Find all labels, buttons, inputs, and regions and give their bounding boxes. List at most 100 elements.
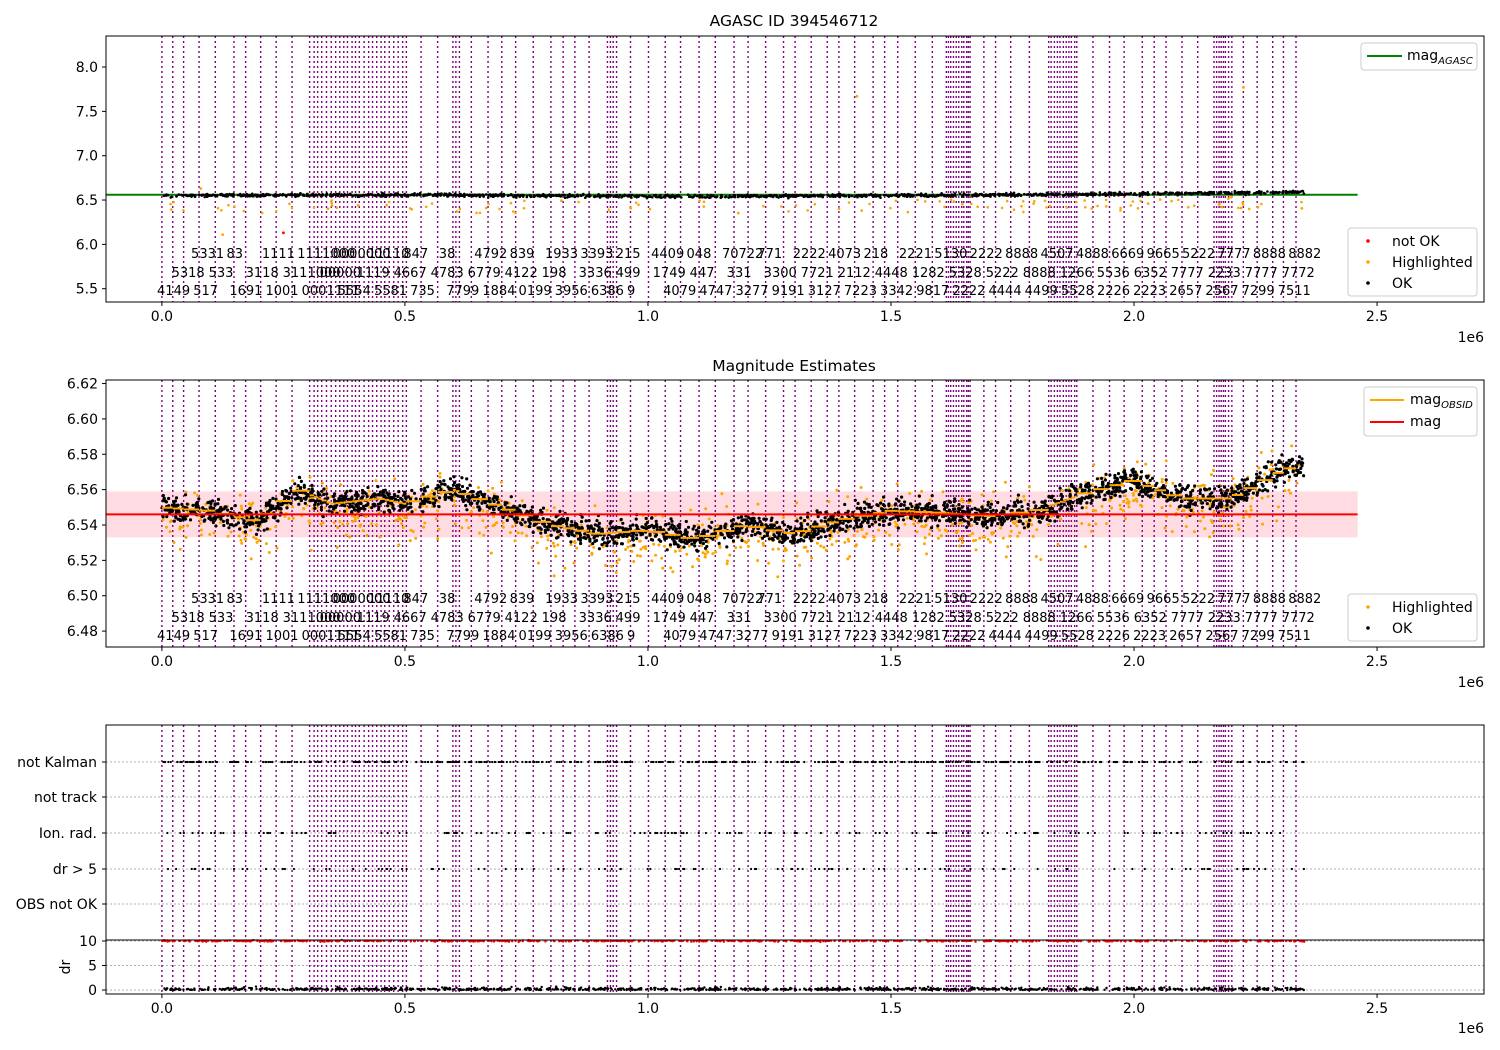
ok-point [780,535,784,539]
obsid-label: 5222 [1182,247,1215,262]
ok-point [238,193,241,197]
obsid-label: 6352 [1134,266,1167,281]
obsid-label: 2233 [1208,266,1241,281]
highlighted-point [782,559,785,563]
highlighted-point [489,551,493,555]
ok-point [649,195,652,198]
highlighted-point [960,497,964,501]
ok-point [812,535,816,539]
obsid-label: 4507 [1040,247,1073,262]
ok-point [1275,191,1279,194]
ok-point [1145,476,1149,480]
highlighted-point [1153,493,1157,497]
ok-point [228,193,232,196]
ok-point [453,492,457,496]
obsid-label: 2222 [970,247,1003,262]
ok-point [1069,193,1072,197]
ok-point [333,492,337,496]
obsid-label: 6779 [468,266,501,281]
highlighted-point [1261,522,1265,526]
ok-point [203,195,206,199]
highlighted-point [458,207,462,211]
ok-point [316,502,320,506]
highlighted-point [1287,488,1291,492]
ok-point [1103,493,1107,497]
ok-point [953,192,957,195]
ok-point [457,194,461,197]
ok-point [764,517,768,521]
ok-point [305,192,309,196]
highlighted-point [1015,519,1019,523]
ok-point [1243,491,1248,495]
highlighted-point [960,540,964,544]
highlighted-point [679,546,683,550]
obsid-label: 1001 [265,284,298,299]
ok-point [1179,504,1183,508]
ok-point [665,548,669,552]
highlighted-point [424,205,428,209]
ok-point [563,196,567,199]
highlighted-point [1033,200,1036,203]
highlighted-point [552,574,556,578]
highlighted-point [1009,529,1013,533]
obsid-label: 2221 [899,247,932,262]
ok-point [255,515,259,519]
highlighted-point [806,549,809,553]
highlighted-point [436,509,440,513]
ok-point [1229,505,1233,509]
highlighted-point [229,530,233,534]
ok-point [335,192,339,196]
ok-point [556,530,560,534]
ok-point [1163,191,1167,195]
ok-point [1017,519,1021,524]
ok-point [886,194,890,198]
highlighted-point [846,528,850,531]
highlighted-point [593,504,597,508]
highlighted-point [1132,499,1136,503]
highlighted-point [624,548,628,551]
ok-point [1103,478,1107,482]
highlighted-point [216,206,220,210]
ok-point [1086,194,1089,197]
highlighted-point [470,510,474,514]
ok-point [1140,494,1145,498]
ok-point [769,193,773,197]
highlighted-point [546,538,550,542]
ok-point [573,195,577,199]
highlighted-point [1035,528,1039,532]
highlighted-point [545,546,549,550]
ok-point [317,193,321,196]
ok-point [673,196,677,200]
legend-label-ok: OK [1392,276,1413,292]
ok-point [592,527,596,531]
panel-agasc-points [162,86,1306,237]
ok-point [214,524,218,528]
ok-point [1132,473,1136,477]
obsid-label: 4079 [663,284,696,299]
highlighted-point [706,550,710,554]
highlighted-point [1034,555,1038,558]
highlighted-point [430,202,434,205]
ok-point [554,194,558,197]
ok-point [1106,193,1110,197]
ok-point [1027,518,1032,522]
highlighted-point [865,497,869,501]
highlighted-point [961,500,965,504]
ok-point [644,536,648,540]
ok-point [219,515,223,519]
highlighted-point [970,202,973,206]
ok-point [1237,491,1241,495]
highlighted-point [1134,489,1138,493]
ok-point [619,517,623,522]
ok-point [578,531,582,535]
ok-point [1097,495,1102,499]
ok-point [1000,509,1004,513]
ok-point [1156,191,1160,194]
ok-point [505,501,509,505]
highlighted-point [1129,204,1133,207]
ok-point [847,195,851,199]
highlighted-point [928,498,932,502]
obsid-label: 2226 [1097,284,1130,299]
highlighted-point [854,544,858,548]
ok-point [701,541,706,546]
